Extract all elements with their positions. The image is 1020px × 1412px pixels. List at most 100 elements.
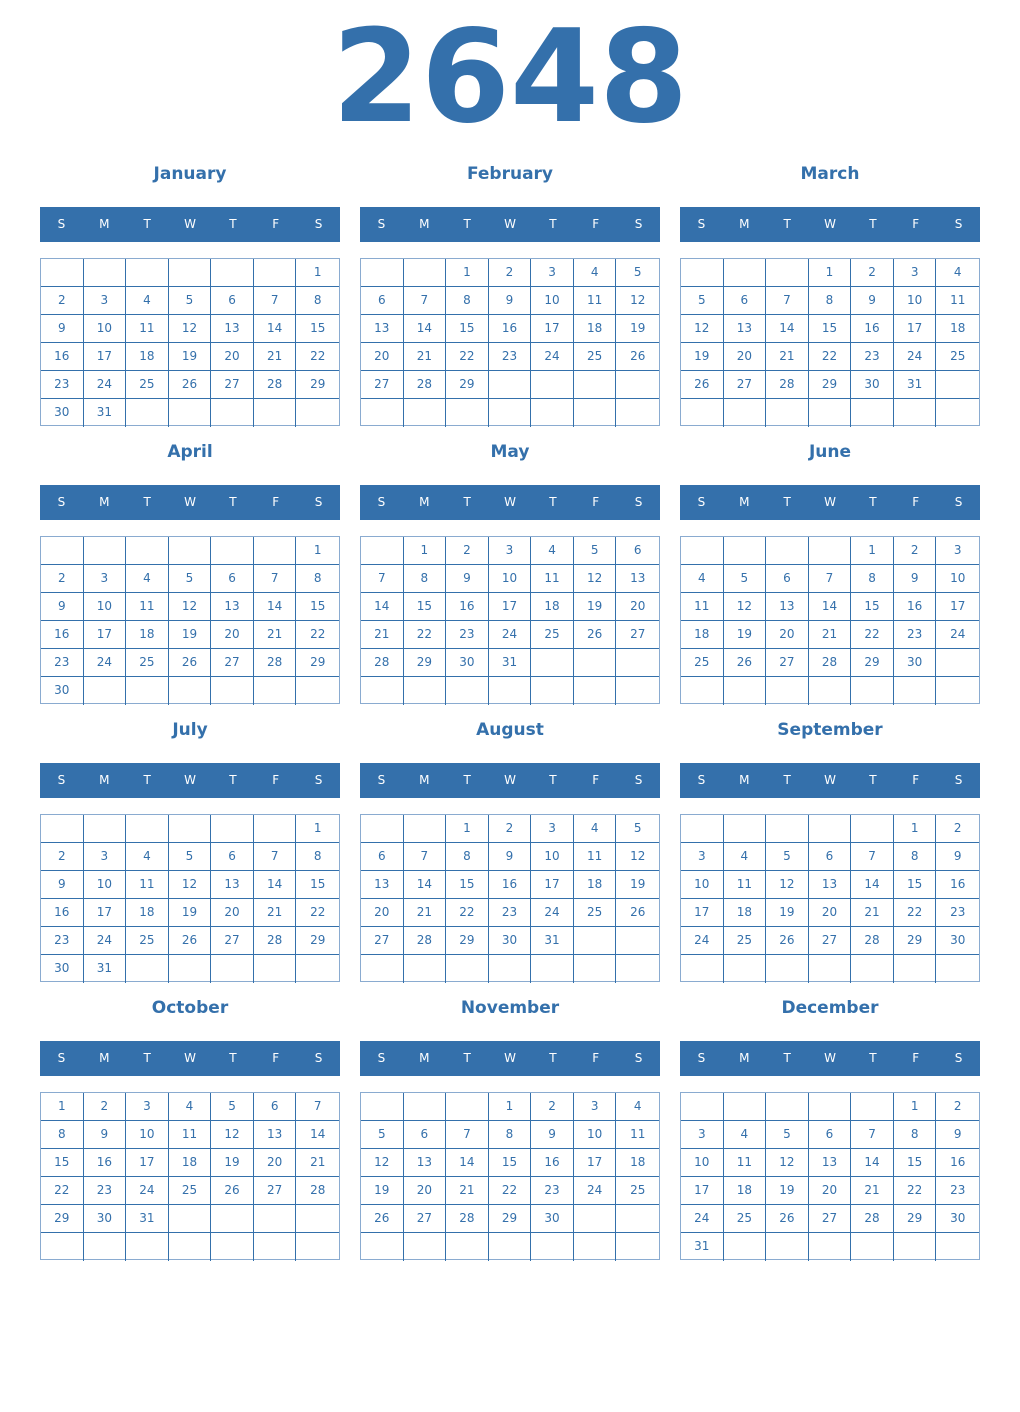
- empty-cell: [894, 1233, 937, 1261]
- month-title: January: [153, 164, 227, 184]
- month-title: November: [460, 998, 560, 1018]
- day-cell: 25: [723, 927, 767, 955]
- weekday-label: F: [912, 495, 920, 509]
- day-cell: 5: [168, 843, 212, 871]
- day-cell: 6: [361, 287, 404, 315]
- day-cell: 30: [446, 649, 489, 677]
- day-cell: 10: [893, 287, 937, 315]
- day-cell: 5: [616, 259, 659, 287]
- day-cell: 15: [296, 871, 339, 899]
- day-cell: 30: [936, 927, 979, 955]
- weekday-label: M: [99, 217, 110, 231]
- weekday-label: T: [463, 217, 471, 231]
- day-cell: 6: [766, 565, 809, 593]
- empty-cell: [894, 677, 937, 705]
- empty-cell: [126, 955, 169, 983]
- day-cell: 16: [41, 899, 84, 927]
- day-cell: 9: [41, 315, 84, 343]
- day-cell: 29: [41, 1205, 84, 1233]
- empty-cell: [126, 259, 169, 287]
- day-cell: 29: [893, 1205, 937, 1233]
- day-cell: 8: [893, 843, 937, 871]
- day-cell: 13: [253, 1121, 297, 1149]
- day-cell: 4: [681, 565, 724, 593]
- day-cell: 6: [211, 287, 254, 315]
- empty-cell: [894, 955, 937, 983]
- day-cell: 31: [531, 927, 574, 955]
- day-cell: 8: [893, 1121, 937, 1149]
- day-cell: 18: [573, 871, 617, 899]
- empty-cell: [616, 1233, 659, 1261]
- day-grid: 1 2 3 4 5 6 7 8 9 10 11 12 13 14 15 16 17 18 19 20 21 22 23 24 2…: [680, 1092, 980, 1261]
- weekday-label: S: [314, 495, 323, 509]
- weekday-label: T: [869, 217, 877, 231]
- weekday-label: F: [272, 1051, 280, 1065]
- day-cell: 25: [531, 621, 574, 649]
- day-cell: 14: [296, 1121, 339, 1149]
- day-cell: 11: [573, 843, 617, 871]
- day-cell: 12: [616, 287, 659, 315]
- month-title: April: [167, 442, 213, 462]
- weekday-label: T: [549, 495, 557, 509]
- day-cell: 25: [573, 343, 617, 371]
- empty-cell: [766, 537, 809, 565]
- weekday-label: W: [504, 1051, 516, 1065]
- day-cell: 22: [893, 899, 937, 927]
- day-cell: 23: [531, 1177, 574, 1205]
- empty-cell: [489, 955, 532, 983]
- weekday-label: S: [954, 217, 963, 231]
- day-cell: 16: [41, 621, 84, 649]
- day-cell: 21: [766, 343, 809, 371]
- empty-cell: [808, 1093, 852, 1121]
- empty-cell: [573, 649, 617, 677]
- weekday-label: T: [549, 773, 557, 787]
- day-cell: 30: [851, 371, 894, 399]
- day-cell: 2: [446, 537, 489, 565]
- weekday-label: T: [463, 495, 471, 509]
- month-title: July: [172, 720, 208, 740]
- day-cell: 29: [446, 371, 489, 399]
- day-grid: 1 2 3 4 5 6 7 8 9 10 11 12 13 14 15 16 17 18 19 20 21 22 23 24 2…: [360, 258, 660, 427]
- empty-cell: [446, 955, 489, 983]
- weekday-label: W: [184, 495, 196, 509]
- day-cell: 5: [616, 815, 659, 843]
- day-cell: 22: [893, 1177, 937, 1205]
- day-cell: 18: [126, 621, 169, 649]
- empty-cell: [936, 955, 979, 983]
- day-cell: 14: [403, 315, 447, 343]
- empty-cell: [681, 955, 724, 983]
- day-cell: 2: [936, 815, 979, 843]
- weekday-label: T: [229, 217, 237, 231]
- day-cell: 3: [893, 259, 937, 287]
- weekday-label: F: [272, 495, 280, 509]
- month-title: June: [808, 442, 852, 462]
- day-cell: 10: [83, 315, 127, 343]
- weekday-label: T: [143, 773, 151, 787]
- weekday-label: T: [783, 1051, 791, 1065]
- day-cell: 20: [723, 343, 767, 371]
- day-cell: 16: [851, 315, 894, 343]
- empty-cell: [404, 1233, 447, 1261]
- empty-cell: [169, 399, 212, 427]
- empty-cell: [573, 371, 617, 399]
- day-cell: 23: [41, 371, 84, 399]
- day-cell: 9: [851, 287, 894, 315]
- day-cell: 1: [893, 815, 937, 843]
- day-cell: 22: [403, 621, 447, 649]
- day-cell: 18: [723, 899, 767, 927]
- month-title: February: [466, 164, 554, 184]
- day-cell: 14: [446, 1149, 489, 1177]
- day-cell: 16: [488, 315, 532, 343]
- day-cell: 7: [766, 287, 809, 315]
- weekday-label: T: [869, 773, 877, 787]
- day-cell: 3: [573, 1093, 617, 1121]
- empty-cell: [724, 1233, 767, 1261]
- empty-cell: [168, 537, 212, 565]
- empty-cell: [723, 537, 767, 565]
- empty-cell: [851, 1233, 894, 1261]
- day-cell: 11: [531, 565, 574, 593]
- day-cell: 21: [403, 343, 447, 371]
- weekday-label: S: [954, 1051, 963, 1065]
- weekday-label: W: [184, 773, 196, 787]
